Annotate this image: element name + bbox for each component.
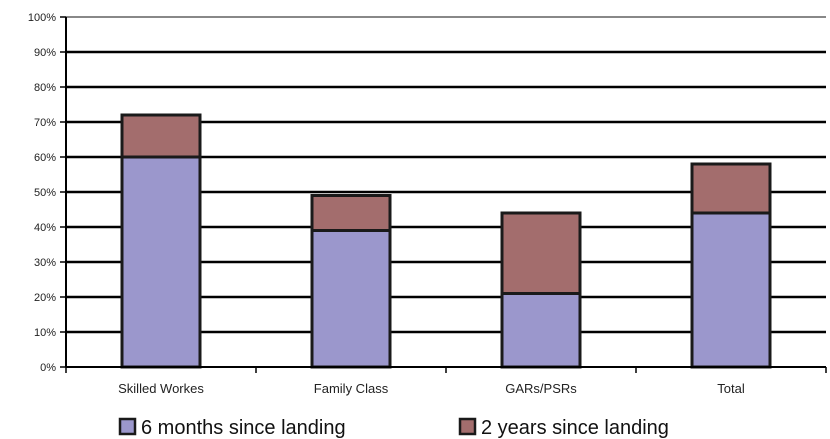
y-tick-label: 70%	[34, 117, 56, 129]
y-tick-label: 30%	[34, 257, 56, 269]
x-category-label: Skilled Workes	[118, 381, 204, 396]
bar-segment-6-months	[120, 155, 202, 369]
y-tick-label: 10%	[34, 327, 56, 339]
bar-segment-6-months	[310, 229, 392, 369]
x-category-label: Family Class	[314, 381, 389, 396]
legend-label: 2 years since landing	[481, 417, 669, 439]
bar-segment-2-years	[500, 211, 582, 295]
legend-swatch	[458, 417, 477, 436]
bar-segment-6-months	[690, 211, 772, 369]
bar-segment-2-years	[690, 162, 772, 215]
bars	[120, 113, 772, 369]
y-tick-label: 100%	[28, 12, 56, 24]
y-tick-label: 20%	[34, 292, 56, 304]
x-category-label: GARs/PSRs	[505, 381, 577, 396]
axes	[65, 17, 827, 373]
y-axis-ticks: 0% 10% 20% 30% 40% 50% 60% 70% 80% 90% 100%	[28, 12, 66, 374]
y-tick-label: 0%	[40, 362, 56, 374]
legend-label: 6 months since landing	[141, 417, 346, 439]
y-tick-label: 90%	[34, 47, 56, 59]
y-tick-label: 60%	[34, 152, 56, 164]
bar-segment-2-years	[310, 194, 392, 232]
y-tick-label: 50%	[34, 187, 56, 199]
legend: 6 months since landing 2 years since land…	[118, 417, 669, 439]
y-tick-label: 40%	[34, 222, 56, 234]
y-tick-label: 80%	[34, 82, 56, 94]
x-category-label: Total	[717, 381, 745, 396]
bar-segment-6-months	[500, 292, 582, 369]
x-axis-categories: Skilled Workes Family Class GARs/PSRs Total	[118, 381, 745, 396]
bar-segment-2-years	[120, 113, 202, 159]
legend-swatch	[118, 417, 137, 436]
